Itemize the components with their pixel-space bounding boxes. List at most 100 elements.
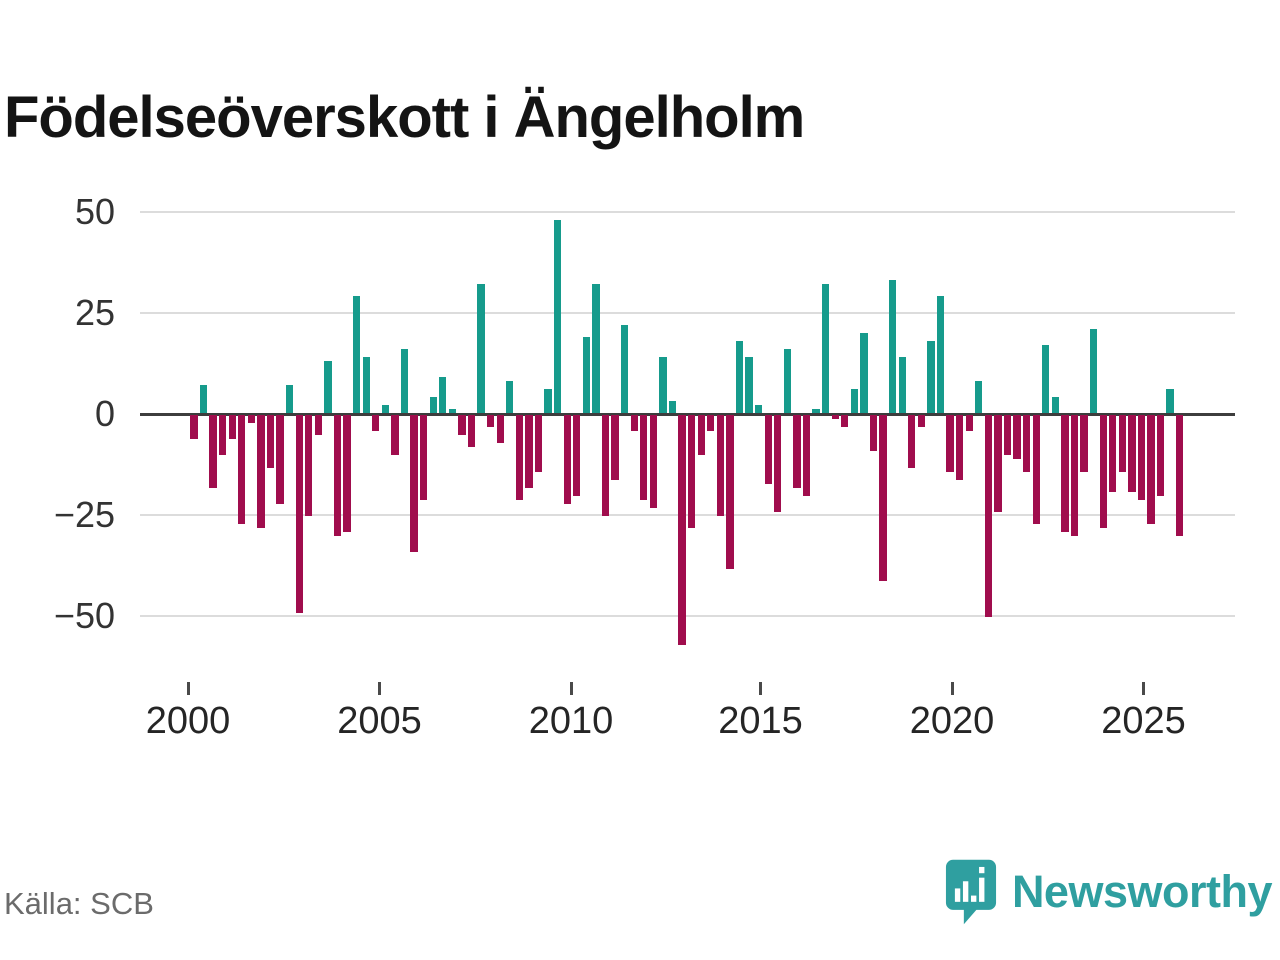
bar-2022Q1 xyxy=(1032,415,1040,525)
bar-2016Q1 xyxy=(802,415,811,496)
x-axis-label: 2015 xyxy=(718,700,803,742)
bar-2004Q3 xyxy=(362,356,370,414)
bar-2016Q4 xyxy=(831,415,839,420)
x-axis-tick xyxy=(950,682,954,695)
bar-2023Q4 xyxy=(1099,415,1107,529)
bar-2011Q4 xyxy=(640,415,648,500)
bar-2022Q2 xyxy=(1042,344,1050,414)
bar-2017Q1 xyxy=(841,415,849,428)
bar-2008Q3 xyxy=(515,415,524,500)
bar-2001Q1 xyxy=(228,415,236,440)
bar-2001Q2 xyxy=(238,415,246,525)
bar-2008Q4 xyxy=(525,415,533,488)
page-title: Födelseöverskott i Ängelholm xyxy=(4,84,805,150)
bar-2021Q3 xyxy=(1013,415,1021,460)
gridline-y--50 xyxy=(140,614,1235,617)
bar-2019Q2 xyxy=(927,340,935,414)
bar-2006Q1 xyxy=(420,415,428,500)
bar-2000Q2 xyxy=(199,385,208,414)
bar-2000Q3 xyxy=(209,415,217,488)
bar-2017Q4 xyxy=(869,415,878,452)
bar-2009Q3 xyxy=(554,219,562,414)
x-axis-label: 2020 xyxy=(909,700,995,742)
newsworthy-logo-text: Newsworthy xyxy=(1011,866,1273,917)
bar-2009Q2 xyxy=(544,389,552,414)
bar-2025Q2 xyxy=(1156,415,1165,496)
bar-2025Q3 xyxy=(1166,389,1174,414)
bar-2013Q2 xyxy=(697,415,705,456)
x-axis-zero-line xyxy=(140,412,1235,416)
bar-2015Q1 xyxy=(764,415,772,484)
bar-2007Q3 xyxy=(477,284,485,414)
bar-2015Q3 xyxy=(783,348,791,414)
bar-2018Q2 xyxy=(888,280,897,414)
y-axis-label: 0 xyxy=(94,392,115,434)
bar-2004Q4 xyxy=(372,415,380,432)
bar-2014Q4 xyxy=(754,405,763,414)
bar-2000Q1 xyxy=(190,415,198,440)
bar-2010Q4 xyxy=(601,415,610,516)
bar-2015Q4 xyxy=(793,415,801,488)
bar-2003Q2 xyxy=(314,415,323,436)
bar-2006Q4 xyxy=(448,409,457,414)
x-axis-label: 2010 xyxy=(528,700,614,742)
bar-2009Q4 xyxy=(563,415,571,504)
bar-2024Q1 xyxy=(1109,415,1117,492)
bar-2010Q1 xyxy=(573,415,581,496)
bar-2024Q4 xyxy=(1137,415,1146,500)
bar-2005Q4 xyxy=(410,415,418,553)
bar-2016Q2 xyxy=(812,409,820,414)
bar-2017Q2 xyxy=(850,389,858,414)
x-axis-tick xyxy=(569,682,573,695)
bar-2012Q3 xyxy=(668,401,677,414)
bar-2021Q4 xyxy=(1022,415,1031,472)
bar-2020Q1 xyxy=(955,415,964,480)
bar-2014Q2 xyxy=(735,340,744,414)
source-note: Källa: SCB xyxy=(4,886,154,921)
bar-2004Q1 xyxy=(343,415,351,533)
bar-2005Q1 xyxy=(381,405,390,414)
bar-2015Q2 xyxy=(774,415,782,512)
y-axis-label: 50 xyxy=(74,190,115,232)
bar-2014Q1 xyxy=(726,415,734,569)
bar-2018Q4 xyxy=(908,415,916,468)
bar-2007Q1 xyxy=(458,415,466,436)
bar-2024Q3 xyxy=(1128,415,1136,492)
bar-2021Q1 xyxy=(994,415,1002,512)
bar-2003Q4 xyxy=(333,415,342,537)
x-axis-label: 2005 xyxy=(337,700,422,742)
bar-2025Q4 xyxy=(1176,415,1184,537)
bar-2013Q1 xyxy=(687,415,696,529)
bar-2023Q2 xyxy=(1080,415,1088,472)
bar-2019Q4 xyxy=(946,415,954,472)
bar-2003Q3 xyxy=(324,360,332,414)
bar-2000Q4 xyxy=(219,415,227,456)
bar-2013Q4 xyxy=(716,415,724,516)
newsworthy-logo: Newsworthy xyxy=(944,856,1273,928)
bar-2003Q1 xyxy=(305,415,313,516)
newsworthy-logo-icon xyxy=(945,859,996,925)
bar-2011Q3 xyxy=(630,415,638,432)
bar-2010Q2 xyxy=(582,336,591,414)
bar-2001Q3 xyxy=(247,415,256,424)
bar-2017Q3 xyxy=(860,332,868,414)
bar-2006Q2 xyxy=(429,397,437,414)
bar-2005Q2 xyxy=(391,415,399,456)
bar-2022Q4 xyxy=(1061,415,1069,533)
bar-2018Q3 xyxy=(898,356,906,414)
x-axis-tick xyxy=(186,682,190,695)
bar-2018Q1 xyxy=(879,415,887,581)
bar-2007Q4 xyxy=(487,415,495,428)
bar-2020Q4 xyxy=(984,415,992,617)
x-axis-tick xyxy=(1142,682,1145,695)
bar-2024Q2 xyxy=(1118,415,1126,472)
y-axis-label: −25 xyxy=(53,493,115,535)
bar-2019Q1 xyxy=(917,415,925,428)
gridline-y-50 xyxy=(140,210,1235,213)
gridline-y--25 xyxy=(140,513,1235,516)
bar-2014Q3 xyxy=(745,356,753,414)
bar-2012Q1 xyxy=(649,415,657,508)
x-axis-tick xyxy=(759,682,762,695)
bar-2019Q3 xyxy=(936,296,945,414)
